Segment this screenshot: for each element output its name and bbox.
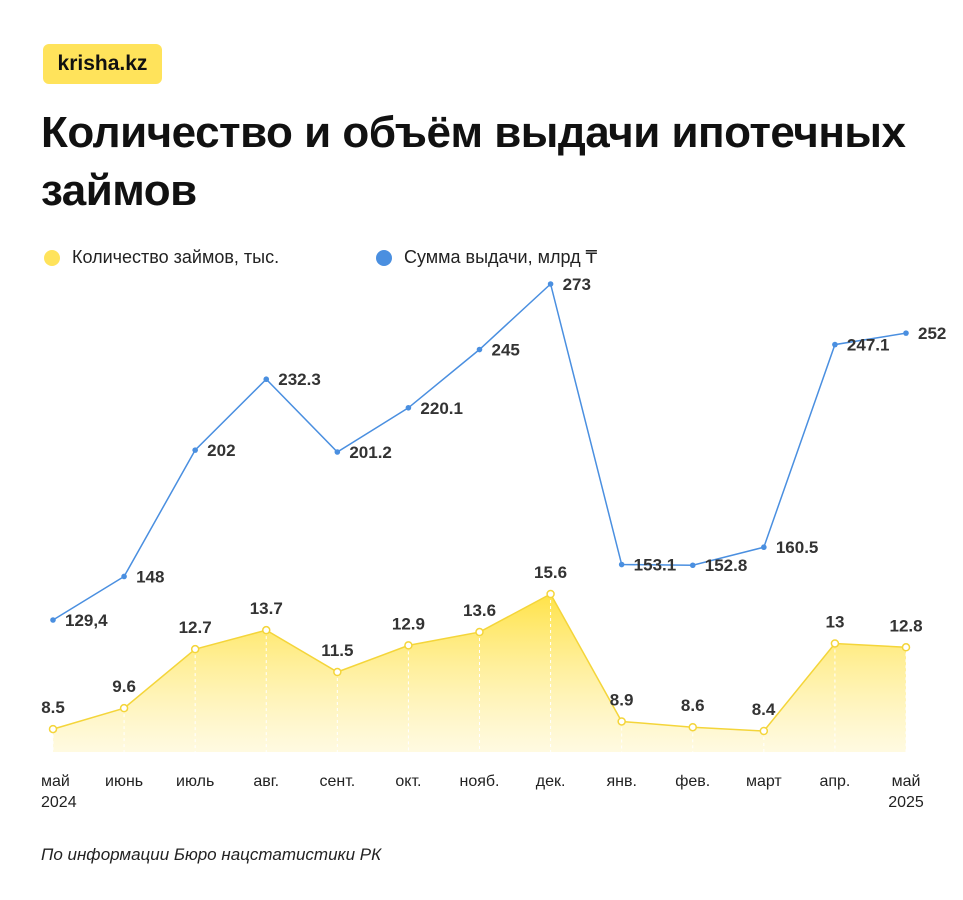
sum-point bbox=[192, 447, 198, 453]
count-value-label: 9.6 bbox=[112, 677, 136, 696]
legend-blue-dot-icon bbox=[376, 249, 392, 266]
x-tick-label: фев. bbox=[675, 773, 710, 790]
count-value-label: 13.6 bbox=[463, 601, 496, 620]
sum-value-label: 220.1 bbox=[420, 399, 463, 418]
sum-point bbox=[832, 341, 838, 348]
count-value-label: 12.9 bbox=[392, 614, 425, 633]
count-point bbox=[830, 639, 840, 648]
sum-line bbox=[52, 282, 907, 621]
count-value-label: 12.7 bbox=[179, 618, 212, 637]
sum-value-label: 202 bbox=[207, 441, 235, 460]
sum-point bbox=[50, 617, 56, 623]
count-value-label: 8.9 bbox=[610, 690, 634, 709]
x-tick-label: июнь bbox=[105, 773, 143, 790]
sum-value-label: 160.5 bbox=[776, 538, 819, 557]
count-point bbox=[262, 625, 271, 635]
legend-label-sum: Сумма выдачи, млрд ₸ bbox=[404, 247, 598, 267]
x-tick-label: апр. bbox=[819, 773, 850, 790]
count-point bbox=[333, 667, 342, 677]
sum-point bbox=[761, 544, 767, 551]
sum-value-label: 201.2 bbox=[349, 443, 392, 462]
legend-yellow-dot-icon bbox=[44, 249, 60, 266]
legend-label-count: Количество займов, тыс. bbox=[72, 247, 280, 267]
chart-title: Количество и объём выдачи ипотечных займ… bbox=[41, 108, 906, 215]
sum-point bbox=[903, 330, 909, 336]
count-point bbox=[901, 643, 911, 652]
count-value-label: 8.4 bbox=[752, 700, 776, 719]
sum-point bbox=[121, 573, 127, 580]
count-point bbox=[617, 717, 626, 726]
sum-value-label: 273 bbox=[563, 275, 591, 294]
count-value-label: 11.5 bbox=[321, 641, 353, 660]
x-tick-label: окт. bbox=[395, 773, 421, 790]
sum-value-label: 152.8 bbox=[705, 556, 748, 575]
x-tick-label: май 2024 bbox=[41, 773, 77, 811]
count-point bbox=[119, 703, 129, 713]
sum-value-label: 232.3 bbox=[278, 370, 321, 389]
sum-point bbox=[334, 449, 341, 455]
sum-value-label: 129,4 bbox=[65, 611, 108, 630]
sum-value-label: 247.1 bbox=[847, 336, 890, 355]
count-value-label: 8.6 bbox=[681, 696, 705, 715]
sum-value-label: 252 bbox=[918, 324, 946, 343]
x-tick-label: июль bbox=[176, 773, 214, 790]
x-tick-label: март bbox=[746, 773, 782, 790]
count-point bbox=[190, 644, 200, 654]
sum-point bbox=[263, 376, 270, 383]
sum-point bbox=[618, 561, 625, 568]
x-tick-label: нояб. bbox=[459, 773, 499, 790]
count-point bbox=[546, 589, 555, 599]
sum-point bbox=[689, 562, 696, 569]
x-tick-label: янв. bbox=[606, 773, 636, 790]
count-point bbox=[688, 722, 697, 732]
sum-value-label: 245 bbox=[492, 341, 520, 360]
legend-item-count: Количество займов, тыс. bbox=[44, 247, 279, 268]
count-value-label: 12.8 bbox=[890, 616, 923, 635]
x-tick-label: дек. bbox=[536, 773, 566, 790]
count-value-label: 8.5 bbox=[41, 698, 65, 717]
count-value-label: 15.6 bbox=[534, 563, 567, 582]
source-note: По информации Бюро нацстатистики РК bbox=[41, 845, 382, 864]
count-point bbox=[404, 641, 413, 650]
sum-point bbox=[405, 404, 412, 411]
count-value-label: 13.7 bbox=[250, 599, 283, 618]
sum-point bbox=[547, 281, 554, 287]
count-point bbox=[48, 724, 58, 734]
x-tick-label: сент. bbox=[319, 773, 355, 790]
x-tick-label: авг. bbox=[253, 773, 279, 790]
sum-point bbox=[476, 346, 483, 353]
count-point bbox=[759, 726, 769, 736]
count-value-label: 13 bbox=[826, 612, 845, 631]
x-tick-label: май 2025 bbox=[888, 773, 924, 811]
sum-value-label: 153.1 bbox=[634, 556, 677, 575]
legend-item-sum: Сумма выдачи, млрд ₸ bbox=[376, 247, 597, 268]
count-point bbox=[475, 627, 484, 637]
sum-value-label: 148 bbox=[136, 567, 164, 586]
krisha-logo: krisha.kz bbox=[43, 44, 162, 84]
